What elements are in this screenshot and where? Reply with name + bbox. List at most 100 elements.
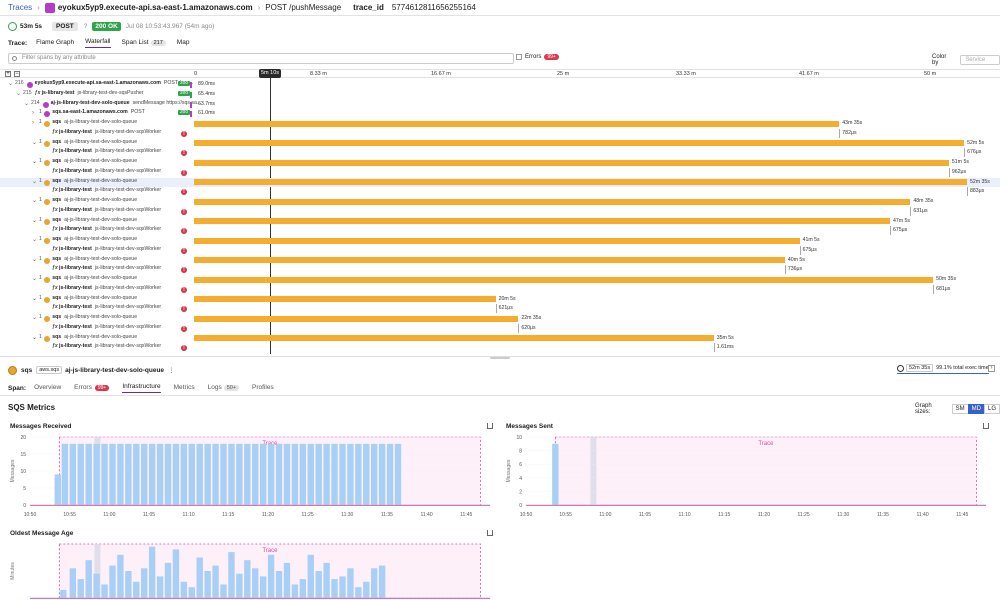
tab-metrics[interactable]: Metrics xyxy=(173,383,195,391)
waterfall-row[interactable]: ⌄ 1 sqs aj-js-library-test-dev-solo-queue 52… xyxy=(0,177,1000,188)
span-service-name: sqs aj-js-library-test-dev-solo-queue xyxy=(52,333,138,340)
waterfall-row[interactable]: ƒx js-library-test js-library-test-dev-sqs… xyxy=(0,148,1000,158)
chevron-down-icon[interactable]: ⌄ xyxy=(32,217,38,224)
expand-all-icon[interactable]: + xyxy=(5,71,11,77)
chevron-down-icon[interactable]: ⌄ xyxy=(32,295,38,302)
trace-id-value[interactable]: 5774612811656255164 xyxy=(391,3,476,12)
waterfall-row[interactable]: ƒx js-library-test js-library-test-dev-sqs… xyxy=(0,284,1000,295)
waterfall-row[interactable]: ⌄ 1 sqs aj-js-library-test-dev-solo-queue 50… xyxy=(0,275,1000,285)
chevron-down-icon[interactable]: ⌄ xyxy=(32,198,38,204)
waterfall-row[interactable]: ƒx js-library-test js-library-test-dev-sqs… xyxy=(0,245,1000,256)
waterfall-row[interactable]: ⌄ 1 sqs aj-js-library-test-dev-solo-queue 41… xyxy=(0,236,1000,246)
chevron-down-icon[interactable]: ⌄ xyxy=(32,159,38,165)
timeline-cursor-label[interactable]: 5m 10s xyxy=(259,69,281,78)
waterfall-row[interactable]: ƒx js-library-test js-library-test-dev-sqs… xyxy=(0,323,1000,334)
waterfall-row[interactable]: ƒx js-library-test js-library-test-dev-sqs… xyxy=(0,167,1000,178)
span-bar[interactable] xyxy=(194,218,890,224)
chevron-down-icon[interactable]: ⌄ xyxy=(32,315,38,321)
tab-waterfall[interactable]: Waterfall xyxy=(85,38,111,48)
waterfall-row[interactable]: ƒx js-library-test js-library-test-dev-sqs… xyxy=(0,226,1000,236)
sqs-icon xyxy=(44,121,51,127)
lambda-function-icon: ƒx xyxy=(52,187,58,194)
waterfall-row[interactable]: ⌄ 216 eyokux5yp9.execute-api.sa-east-1.ama… xyxy=(0,80,1000,90)
chart-bar xyxy=(299,443,306,505)
chevron-down-icon[interactable]: ⌄ xyxy=(32,178,38,185)
waterfall-row[interactable]: ⌄ 1 sqs aj-js-library-test-dev-solo-queue 40… xyxy=(0,256,1000,266)
breadcrumb-traces[interactable]: Traces xyxy=(8,3,33,12)
chevron-down-icon[interactable]: ⌄ xyxy=(32,139,38,146)
tab-span-list[interactable]: Span List 217 xyxy=(122,39,166,48)
span-bar[interactable] xyxy=(194,335,714,341)
errors-checkbox[interactable] xyxy=(516,54,522,60)
collapse-all-icon[interactable]: − xyxy=(14,71,20,77)
panel-resize-divider[interactable] xyxy=(0,356,1000,360)
tab-errors[interactable]: Errors 99+ xyxy=(74,384,110,393)
waterfall-row[interactable]: ⌄ 1 sqs aj-js-library-test-dev-solo-queue 52… xyxy=(0,139,1000,149)
waterfall-row[interactable]: ⌄ 1 sqs aj-js-library-test-dev-solo-queue 51… xyxy=(0,158,1000,168)
waterfall-row[interactable]: ⌄ 214 aj-js-library-test-dev-solo-queue sen… xyxy=(0,100,1000,110)
errors-toggle[interactable]: Errors 99+ xyxy=(516,54,559,60)
span-resource: js-library-test-dev-sqsWorker xyxy=(94,167,162,174)
waterfall-row[interactable]: ƒx js-library-test js-library-test-dev-sqs… xyxy=(0,128,1000,139)
waterfall-row[interactable]: ƒx js-library-test js-library-test-dev-sqs… xyxy=(0,265,1000,275)
span-filter-input[interactable]: Filter spans by any attribute xyxy=(8,53,514,64)
tab-infrastructure[interactable]: Infrastructure xyxy=(122,383,161,393)
waterfall-row[interactable]: ⌄ 215 ƒx js-library-test js-library-test-dev… xyxy=(0,90,1000,100)
more-options-icon[interactable]: ⋮ xyxy=(168,367,175,374)
size-md-button[interactable]: MD xyxy=(967,404,985,414)
chevron-down-icon[interactable]: ⌄ xyxy=(8,81,14,87)
waterfall-row[interactable]: ƒx js-library-test js-library-test-dev-sqs… xyxy=(0,343,1000,353)
chevron-down-icon[interactable]: ⌄ xyxy=(24,100,30,107)
waterfall-row[interactable]: › 1 sqs.sa-east-1.amazonaws.com POST 200 61.0… xyxy=(0,109,1000,119)
span-header: sqs aws.sqs aj-js-library-test-dev-solo-… xyxy=(8,364,998,376)
chart-bar xyxy=(323,443,330,505)
waterfall-row[interactable]: ⌄ 1 sqs aj-js-library-test-dev-solo-queue 48… xyxy=(0,197,1000,207)
waterfall-row[interactable]: ⌄ 1 sqs aj-js-library-test-dev-solo-queue 22… xyxy=(0,314,1000,324)
span-bar[interactable] xyxy=(194,159,949,166)
waterfall-row[interactable]: ⌄ 1 sqs aj-js-library-test-dev-solo-queue 47… xyxy=(0,217,1000,227)
waterfall-row[interactable]: › 1 sqs aj-js-library-test-dev-solo-queue 43… xyxy=(0,119,1000,129)
chevron-down-icon[interactable]: ⌄ xyxy=(16,90,22,97)
export-icon[interactable] xyxy=(983,423,989,429)
export-icon[interactable] xyxy=(487,423,493,429)
span-bar[interactable] xyxy=(194,198,911,205)
tab-flame-graph[interactable]: Flame Graph xyxy=(36,38,75,46)
span-bar[interactable] xyxy=(194,257,785,263)
span-service-name: js-library-test js-library-test-dev-sqsWo… xyxy=(59,128,162,135)
waterfall-row[interactable]: ƒx js-library-test js-library-test-dev-sqs… xyxy=(0,206,1000,217)
resize-grip-icon[interactable] xyxy=(490,357,510,359)
span-bar-label: 40m 5s xyxy=(787,256,805,263)
chart-bar xyxy=(260,576,267,598)
span-bar[interactable] xyxy=(194,296,496,302)
tab-overview[interactable]: Overview xyxy=(34,383,62,391)
tab-logs[interactable]: Logs 50+ xyxy=(208,384,240,393)
span-bar[interactable] xyxy=(194,276,934,283)
tab-profiles[interactable]: Profiles xyxy=(252,383,274,391)
export-icon[interactable] xyxy=(487,530,493,536)
question-icon[interactable]: ? xyxy=(83,23,88,30)
chevron-right-icon[interactable]: › xyxy=(32,120,34,126)
span-bar[interactable] xyxy=(194,179,967,185)
span-bar[interactable] xyxy=(194,315,519,322)
chevron-down-icon[interactable]: ⌄ xyxy=(32,276,38,282)
size-sm-button[interactable]: SM xyxy=(951,404,969,414)
waterfall-row[interactable]: ⌄ 1 sqs aj-js-library-test-dev-solo-queue 35… xyxy=(0,334,1000,344)
span-bar[interactable] xyxy=(194,140,965,146)
waterfall-row[interactable]: ⌄ 1 sqs aj-js-library-test-dev-solo-queue 20… xyxy=(0,295,1000,305)
x-tick-label: 11:25 xyxy=(798,512,810,518)
span-bar[interactable] xyxy=(194,237,800,244)
chart-bar xyxy=(125,443,132,505)
span-bar[interactable] xyxy=(194,120,840,127)
close-panel-icon[interactable]: › xyxy=(988,365,995,372)
color-by-select[interactable]: Service xyxy=(960,55,1000,65)
chevron-right-icon[interactable]: › xyxy=(32,110,34,117)
lambda-function-icon: ƒx xyxy=(52,284,58,291)
chevron-down-icon[interactable]: ⌄ xyxy=(32,256,38,263)
waterfall-row[interactable]: ƒx js-library-test js-library-test-dev-sqs… xyxy=(0,304,1000,314)
waterfall-row[interactable]: ƒx js-library-test js-library-test-dev-sqs… xyxy=(0,187,1000,197)
tab-map[interactable]: Map xyxy=(176,38,190,46)
size-lg-button[interactable]: LG xyxy=(984,404,1000,414)
chevron-down-icon[interactable]: ⌄ xyxy=(32,237,38,243)
chevron-down-icon[interactable]: ⌄ xyxy=(32,334,38,341)
child-count: 1 xyxy=(39,275,42,281)
